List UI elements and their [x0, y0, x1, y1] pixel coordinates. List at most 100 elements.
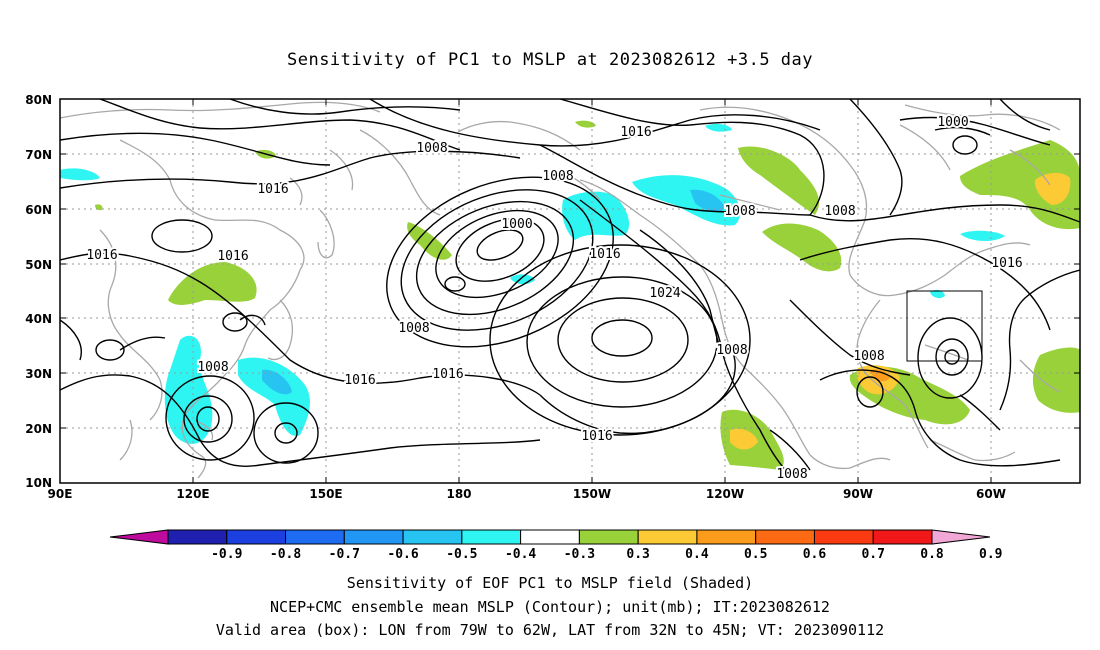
- isobar: [60, 132, 331, 166]
- positive-sensitivity-region: [762, 223, 842, 272]
- isobar: [999, 269, 1080, 411]
- isobar: [222, 312, 248, 332]
- valid-area-box: [906, 290, 983, 362]
- isobar: [952, 135, 978, 155]
- isobar: [579, 199, 791, 476]
- contour-label: 1016: [257, 182, 288, 197]
- contour-label: 1008: [398, 321, 429, 336]
- colorbar-swatch: [226, 529, 287, 545]
- colorbar-label: -0.7: [329, 547, 360, 562]
- positive-sensitivity-region: [575, 120, 596, 128]
- contour-label: 1008: [724, 204, 755, 219]
- lat-label: 60N: [25, 203, 52, 217]
- lon-label: 150W: [573, 487, 611, 501]
- colorbar-label: -0.9: [211, 547, 242, 562]
- isobar: [400, 189, 594, 331]
- lon-label: 150E: [309, 487, 342, 501]
- isobar: [165, 375, 255, 461]
- isobar: [274, 422, 298, 444]
- lon-label: 60W: [976, 487, 1006, 501]
- isobar: [559, 99, 825, 216]
- isobar: [789, 299, 911, 376]
- isobar: [95, 339, 125, 361]
- contour-label: 1008: [542, 169, 573, 184]
- negative-sensitivity-region: [930, 289, 945, 299]
- caption-valid-area: Valid area (box): LON from 79W to 62W, L…: [215, 621, 885, 639]
- isobar: [944, 349, 960, 365]
- isobar: [444, 276, 466, 292]
- isobar: [489, 244, 751, 436]
- positive-sensitivity-region: [730, 428, 758, 450]
- colorbar-label: 0.4: [685, 547, 709, 562]
- isobar: [60, 150, 521, 189]
- isobar: [769, 429, 811, 471]
- colorbar-swatch: [461, 529, 522, 545]
- contour-label: 1016: [217, 249, 248, 264]
- isobar: [229, 99, 461, 115]
- colorbar-swatch: [696, 529, 757, 545]
- plot-title: Sensitivity of PC1 to MSLP at 2023082612…: [286, 50, 813, 70]
- contour-label: 1000: [501, 217, 532, 232]
- positive-sensitivity-region: [1034, 172, 1071, 205]
- lat-label: 70N: [25, 148, 52, 162]
- colorbar-swatch: [755, 529, 815, 545]
- lat-label: 40N: [25, 312, 52, 326]
- isobar: [415, 200, 575, 316]
- colorbar-swatch: [578, 529, 639, 545]
- contour-label: 1016: [344, 373, 375, 388]
- positive-sensitivity-region: [870, 369, 890, 382]
- isobar: [809, 204, 1080, 223]
- isobar: [799, 238, 1051, 331]
- map-frame: [59, 98, 1081, 484]
- contour-labels: 1016 1008 1000 1016 1016 1016 1008 1008 …: [84, 113, 1024, 484]
- colorbar-label: -0.6: [387, 547, 418, 562]
- lat-label: 30N: [25, 367, 52, 381]
- colorbar-label: 0.5: [744, 547, 767, 562]
- lat-label: 10N: [25, 476, 52, 490]
- isobar: [151, 219, 213, 253]
- contour-label: 1008: [824, 204, 855, 219]
- lat-label: 80N: [25, 93, 52, 107]
- contour-label: 1016: [581, 429, 612, 444]
- colorbar: -0.9 -0.8 -0.7 -0.6 -0.5 -0.4 -0.3 0.3 0.4 0.5 0.6…: [109, 529, 1003, 562]
- colorbar-swatch: [637, 529, 698, 545]
- colorbar-label: 0.7: [861, 547, 884, 562]
- isobar: [935, 338, 969, 376]
- colorbar-swatch: [167, 529, 228, 545]
- contour-label: 1008: [716, 343, 747, 358]
- isobar: [819, 369, 1061, 467]
- isobar: [253, 402, 319, 464]
- colorbar-swatch: [520, 529, 580, 545]
- isobar: [183, 395, 233, 443]
- lon-label: 120W: [706, 487, 744, 501]
- longitude-axis: 90E 120E 150E 180 150W 120W 90W 60W: [48, 487, 1006, 501]
- negative-sensitivity-region: [164, 335, 213, 444]
- isobar: [539, 344, 736, 435]
- negative-sensitivity-region: [705, 123, 732, 132]
- isobar: [60, 252, 541, 396]
- positive-sensitivity-region: [1032, 347, 1080, 413]
- positive-sensitivity-region: [738, 146, 820, 215]
- contour-label: 1016: [620, 125, 651, 140]
- negative-sensitivity-region: [60, 168, 100, 181]
- isobar: [639, 229, 723, 351]
- lon-label: 90E: [48, 487, 73, 501]
- lat-label: 50N: [25, 258, 52, 272]
- contour-label: 1008: [416, 141, 447, 156]
- colorbar-label: -0.3: [564, 547, 595, 562]
- contour-label: 1016: [589, 247, 620, 262]
- isobar: [60, 319, 82, 361]
- caption-contours: NCEP+CMC ensemble mean MSLP (Contour); u…: [270, 598, 830, 616]
- contour-label: 1016: [432, 367, 463, 382]
- colorbar-swatch: [343, 529, 404, 545]
- colorbar-label: 0.8: [920, 547, 944, 562]
- colorbar-max-arrow: [931, 529, 991, 545]
- isobar: [386, 176, 614, 348]
- positive-sensitivity-region: [168, 262, 257, 305]
- lat-label: 20N: [25, 422, 52, 436]
- isobar: [999, 99, 1051, 131]
- negative-sensitivity-region: [262, 369, 292, 395]
- colorbar-label: 0.9: [979, 547, 1002, 562]
- lon-label: 90W: [843, 487, 873, 501]
- colorbar-label: -0.4: [505, 547, 536, 562]
